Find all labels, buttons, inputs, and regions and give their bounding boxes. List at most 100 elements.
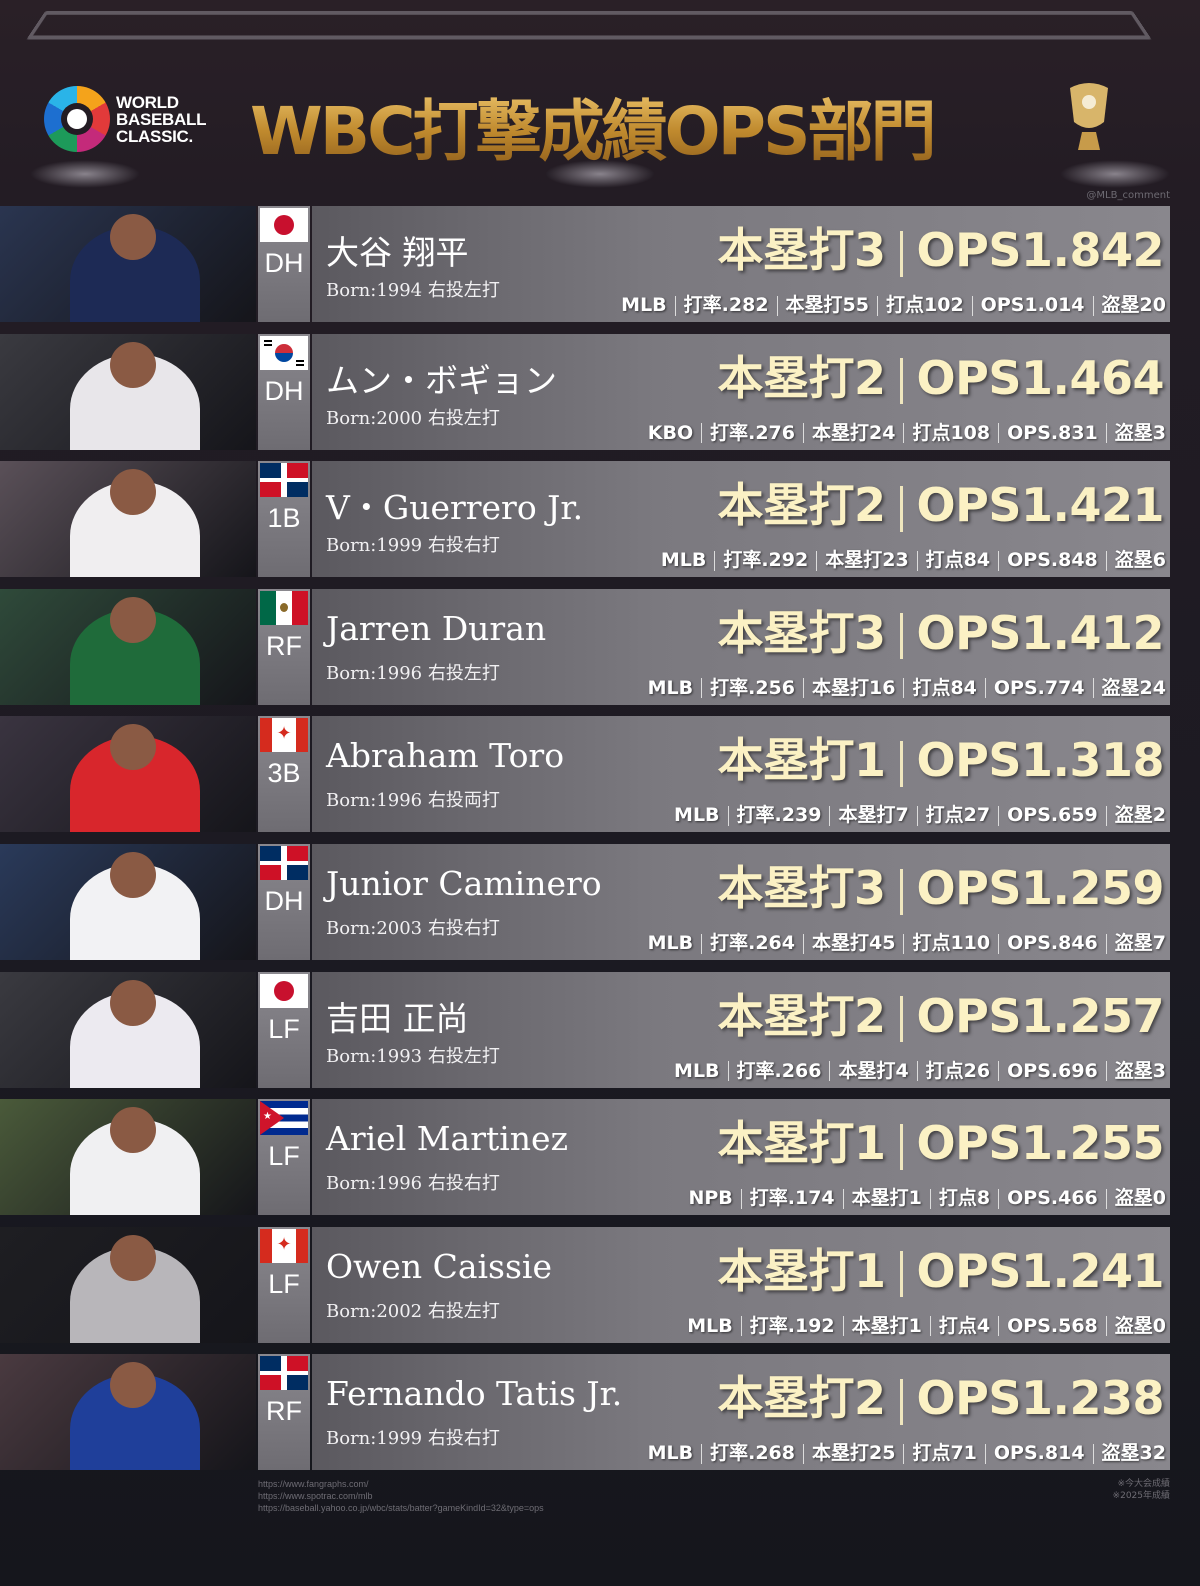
stage-frame [26, 11, 1152, 40]
stat-divider [899, 613, 903, 660]
note: ※今大会成績 [1117, 1479, 1170, 1489]
stat-item: 盗塁0 [1114, 1314, 1166, 1337]
stat-divider [816, 550, 818, 571]
spotlight [545, 160, 655, 188]
player-name: Owen Caissie [326, 1246, 553, 1286]
stat-item: MLB [687, 1314, 733, 1337]
stat-item: NPB [688, 1187, 733, 1210]
logo-line: CLASSIC. [116, 126, 193, 146]
stat-item: 盗塁3 [1114, 1059, 1166, 1082]
stat-item: 打点4 [938, 1314, 991, 1337]
player-head [110, 1107, 156, 1154]
credit: @MLB_comment [1086, 190, 1170, 201]
player-name: Ariel Martinez [326, 1119, 568, 1159]
stat-divider [903, 1443, 905, 1464]
flag-position-column: DH [258, 844, 310, 960]
logo-line: WORLD [116, 92, 179, 112]
logo-text: WORLD BASEBALL CLASSIC. [116, 94, 206, 145]
player-head [110, 469, 156, 516]
stat-item: 打率.174 [749, 1187, 835, 1210]
stat-item: 本塁打25 [812, 1442, 896, 1465]
player-row: RF Fernando Tatis Jr. Born:1999 右投右打 本塁打… [0, 1354, 1170, 1471]
source-link[interactable]: https://www.spotrac.com/mlb [258, 1491, 373, 1501]
stat-item: 本塁打23 [825, 549, 909, 572]
stat-item: OPS.814 [993, 1442, 1085, 1465]
dominican-flag-icon [260, 463, 308, 498]
stat-item: MLB [674, 1059, 720, 1082]
stat-item: 本塁打1 [851, 1314, 922, 1337]
player-photo [0, 716, 256, 833]
position: RF [266, 1396, 302, 1427]
position: DH [264, 248, 304, 278]
stat-divider [899, 1251, 903, 1298]
position: DH [264, 886, 304, 916]
spotlight [1060, 160, 1170, 188]
stat-item: 打率.266 [736, 1059, 822, 1082]
stat-item: 打率.276 [710, 421, 795, 444]
player-panel: ムン・ボギョン Born:2000 右投左打 本塁打2 OPS1.464 KBO 打… [312, 333, 1170, 450]
wbc-hr: 本塁打3 [717, 605, 887, 660]
season-stats: MLB 打率.292 本塁打23 打点84 OPS.848 盗塁6 [661, 545, 1166, 572]
source-link[interactable]: https://baseball.yahoo.co.jp/wbc/stats/b… [258, 1503, 544, 1513]
stat-divider [1092, 295, 1094, 316]
player-born: Born:1999 右投右打 [326, 535, 500, 557]
player-panel: 大谷 翔平 Born:1994 右投左打 本塁打3 OPS1.842 MLB 打率.… [312, 206, 1170, 322]
stat-divider [776, 295, 778, 316]
stat-item: 打率.256 [710, 676, 795, 699]
player-born: Born:1999 右投右打 [326, 1428, 500, 1450]
cuba-flag-icon: ★ [260, 1101, 308, 1136]
stat-divider [842, 1188, 844, 1209]
position: DH [264, 375, 304, 406]
player-panel: Fernando Tatis Jr. Born:1999 右投右打 本塁打2 OP… [312, 1354, 1170, 1471]
wbc-stats: 本塁打3 OPS1.412 [717, 597, 1165, 663]
stat-item: 盗塁3 [1114, 421, 1166, 444]
player-name: 吉田 正尚 [326, 998, 469, 1038]
position: 3B [267, 758, 301, 789]
stat-divider [1105, 933, 1107, 954]
stat-divider [1105, 423, 1107, 444]
flag-position-column: 1B [258, 461, 310, 578]
wbc-stats: 本塁打3 OPS1.259 [718, 852, 1165, 918]
stat-item: 盗塁24 [1101, 676, 1166, 699]
japan-flag-icon [260, 208, 308, 242]
player-name: Junior Caminero [326, 864, 602, 903]
stat-divider [727, 1061, 729, 1082]
player-born: Born:1994 右投左打 [326, 280, 500, 301]
stat-divider [842, 1316, 844, 1337]
stat-divider [899, 358, 903, 405]
wbc-hr: 本塁打1 [717, 733, 887, 788]
flag-position-column: LF [258, 971, 310, 1088]
stat-item: MLB [647, 1442, 694, 1465]
season-stats: MLB 打率.256 本塁打16 打点84 OPS.774 盗塁24 [648, 673, 1166, 700]
stat-item: 打点84 [925, 549, 991, 572]
wbc-hr: 本塁打2 [717, 350, 887, 405]
stat-divider [998, 423, 1000, 444]
wbc-stats: 本塁打1 OPS1.241 [718, 1235, 1165, 1301]
stat-divider [740, 1188, 742, 1209]
player-panel: Ariel Martinez Born:1996 右投右打 本塁打1 OPS1.2… [312, 1099, 1170, 1216]
stat-divider [803, 678, 804, 699]
wbc-stats: 本塁打2 OPS1.421 [718, 469, 1165, 535]
canada-flag-icon: ✦ [260, 1228, 308, 1263]
stat-item: 打点8 [938, 1187, 991, 1210]
stat-item: OPS.659 [1007, 804, 1098, 827]
stat-divider [1105, 1316, 1107, 1337]
position: RF [266, 630, 302, 661]
stat-divider [984, 1443, 986, 1464]
stat-divider [998, 1316, 1000, 1337]
stat-divider [903, 933, 905, 954]
stat-divider [727, 805, 729, 826]
player-panel: Owen Caissie Born:2002 右投左打 本塁打1 OPS1.241… [312, 1226, 1170, 1343]
player-born: Born:2003 右投右打 [326, 918, 500, 939]
wbc-hr: 本塁打2 [717, 1371, 887, 1426]
stat-item: OPS1.014 [980, 294, 1085, 316]
player-head [110, 341, 156, 388]
source-link[interactable]: https://www.fangraphs.com/ [258, 1479, 369, 1489]
player-name: Fernando Tatis Jr. [326, 1374, 623, 1414]
player-photo [0, 206, 256, 322]
player-head [110, 1234, 156, 1281]
season-stats: MLB 打率.239 本塁打7 打点27 OPS.659 盗塁2 [674, 800, 1166, 827]
stat-divider [1105, 1061, 1107, 1082]
player-row: ✦ 3B Abraham Toro Born:1996 右投両打 本塁打1 OPS… [0, 716, 1170, 833]
player-name: V・Guerrero Jr. [326, 488, 584, 528]
